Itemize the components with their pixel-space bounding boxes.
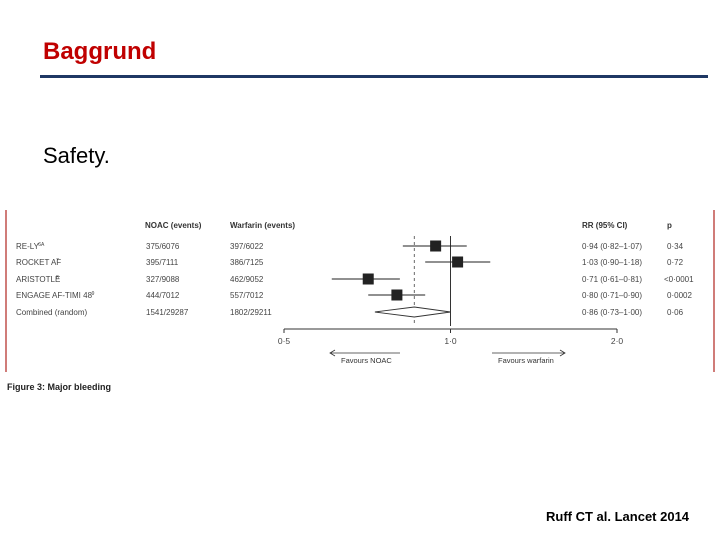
warfarin-events: 1802/29211 [230, 308, 272, 317]
rr-ci-text: 0·71 (0·61–0·81) [582, 275, 642, 284]
favours-warfarin-arrow [492, 349, 566, 357]
study-rows: RE-LY 6A 375/6076 397/6022 0·94 (0·82–1·07) 0… [16, 242, 694, 317]
x-tick-label: 2·0 [611, 336, 624, 346]
study-name: Combined (random) [16, 308, 87, 317]
point-estimate-square [430, 240, 442, 252]
warfarin-events: 386/7125 [230, 258, 264, 267]
study-ref-wrapper: 9 [92, 291, 95, 297]
p-value: 0·06 [667, 308, 684, 317]
header-noac: NOAC (events) [145, 221, 202, 230]
study-ref: 7 [56, 258, 59, 264]
rr-ci-text: 0·80 (0·71–0·90) [582, 291, 642, 300]
study-name: RE-LY [16, 242, 40, 251]
warfarin-events: 462/9052 [230, 275, 264, 284]
header-rr: RR (95% CI) [582, 221, 628, 230]
study-ref-wrapper: 8 [56, 275, 59, 281]
study-name: ENGAGE AF-TIMI 48 [16, 291, 93, 300]
study-ref-wrapper: 7 [56, 258, 59, 264]
figure-caption: Figure 3: Major bleeding [7, 382, 111, 392]
header-p: p [667, 221, 672, 230]
noac-events: 395/7111 [146, 258, 179, 267]
p-value: 0·0002 [667, 291, 692, 300]
title-underline [40, 75, 708, 78]
header-warfarin: Warfarin (events) [230, 221, 295, 230]
citation: Ruff CT al. Lancet 2014 [546, 509, 690, 524]
study-name: ARISTOTLE [16, 275, 60, 284]
point-estimate-square [452, 256, 464, 268]
study-name: ROCKET AF [16, 258, 61, 267]
warfarin-events: 557/7012 [230, 291, 264, 300]
p-value: 0·72 [667, 258, 684, 267]
point-estimate-square [362, 273, 374, 285]
combined-diamond [374, 306, 451, 318]
noac-events: 1541/29287 [146, 308, 189, 317]
p-value: <0·0001 [664, 275, 694, 284]
rr-ci-text: 1·03 (0·90–1·18) [582, 258, 642, 267]
rr-ci-text: 0·94 (0·82–1·07) [582, 242, 642, 251]
plot-area: 0·5 1·0 2·0 [278, 236, 624, 346]
x-tick-label: 1·0 [444, 336, 457, 346]
noac-events: 327/9088 [146, 275, 180, 284]
favours-warfarin-label: Favours warfarin [498, 356, 554, 365]
noac-events: 444/7012 [146, 291, 180, 300]
x-tick-label: 0·5 [278, 336, 291, 346]
warfarin-events: 397/6022 [230, 242, 264, 251]
favours-noac-arrow [329, 349, 400, 357]
study-ref: 6A [38, 242, 45, 248]
p-value: 0·34 [667, 242, 684, 251]
study-ref-wrapper: 6A [38, 242, 45, 248]
study-ref: 9 [92, 291, 95, 297]
study-ref: 8 [56, 275, 59, 281]
slide-subtitle: Safety. [43, 143, 110, 168]
point-estimate-square [391, 289, 403, 301]
noac-events: 375/6076 [146, 242, 180, 251]
rr-ci-text: 0·86 (0·73–1·00) [582, 308, 642, 317]
favours-noac-label: Favours NOAC [341, 356, 392, 365]
slide-title: Baggrund [43, 38, 157, 65]
